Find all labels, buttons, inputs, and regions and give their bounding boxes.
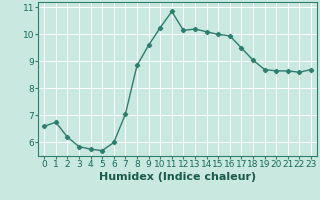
X-axis label: Humidex (Indice chaleur): Humidex (Indice chaleur)	[99, 172, 256, 182]
